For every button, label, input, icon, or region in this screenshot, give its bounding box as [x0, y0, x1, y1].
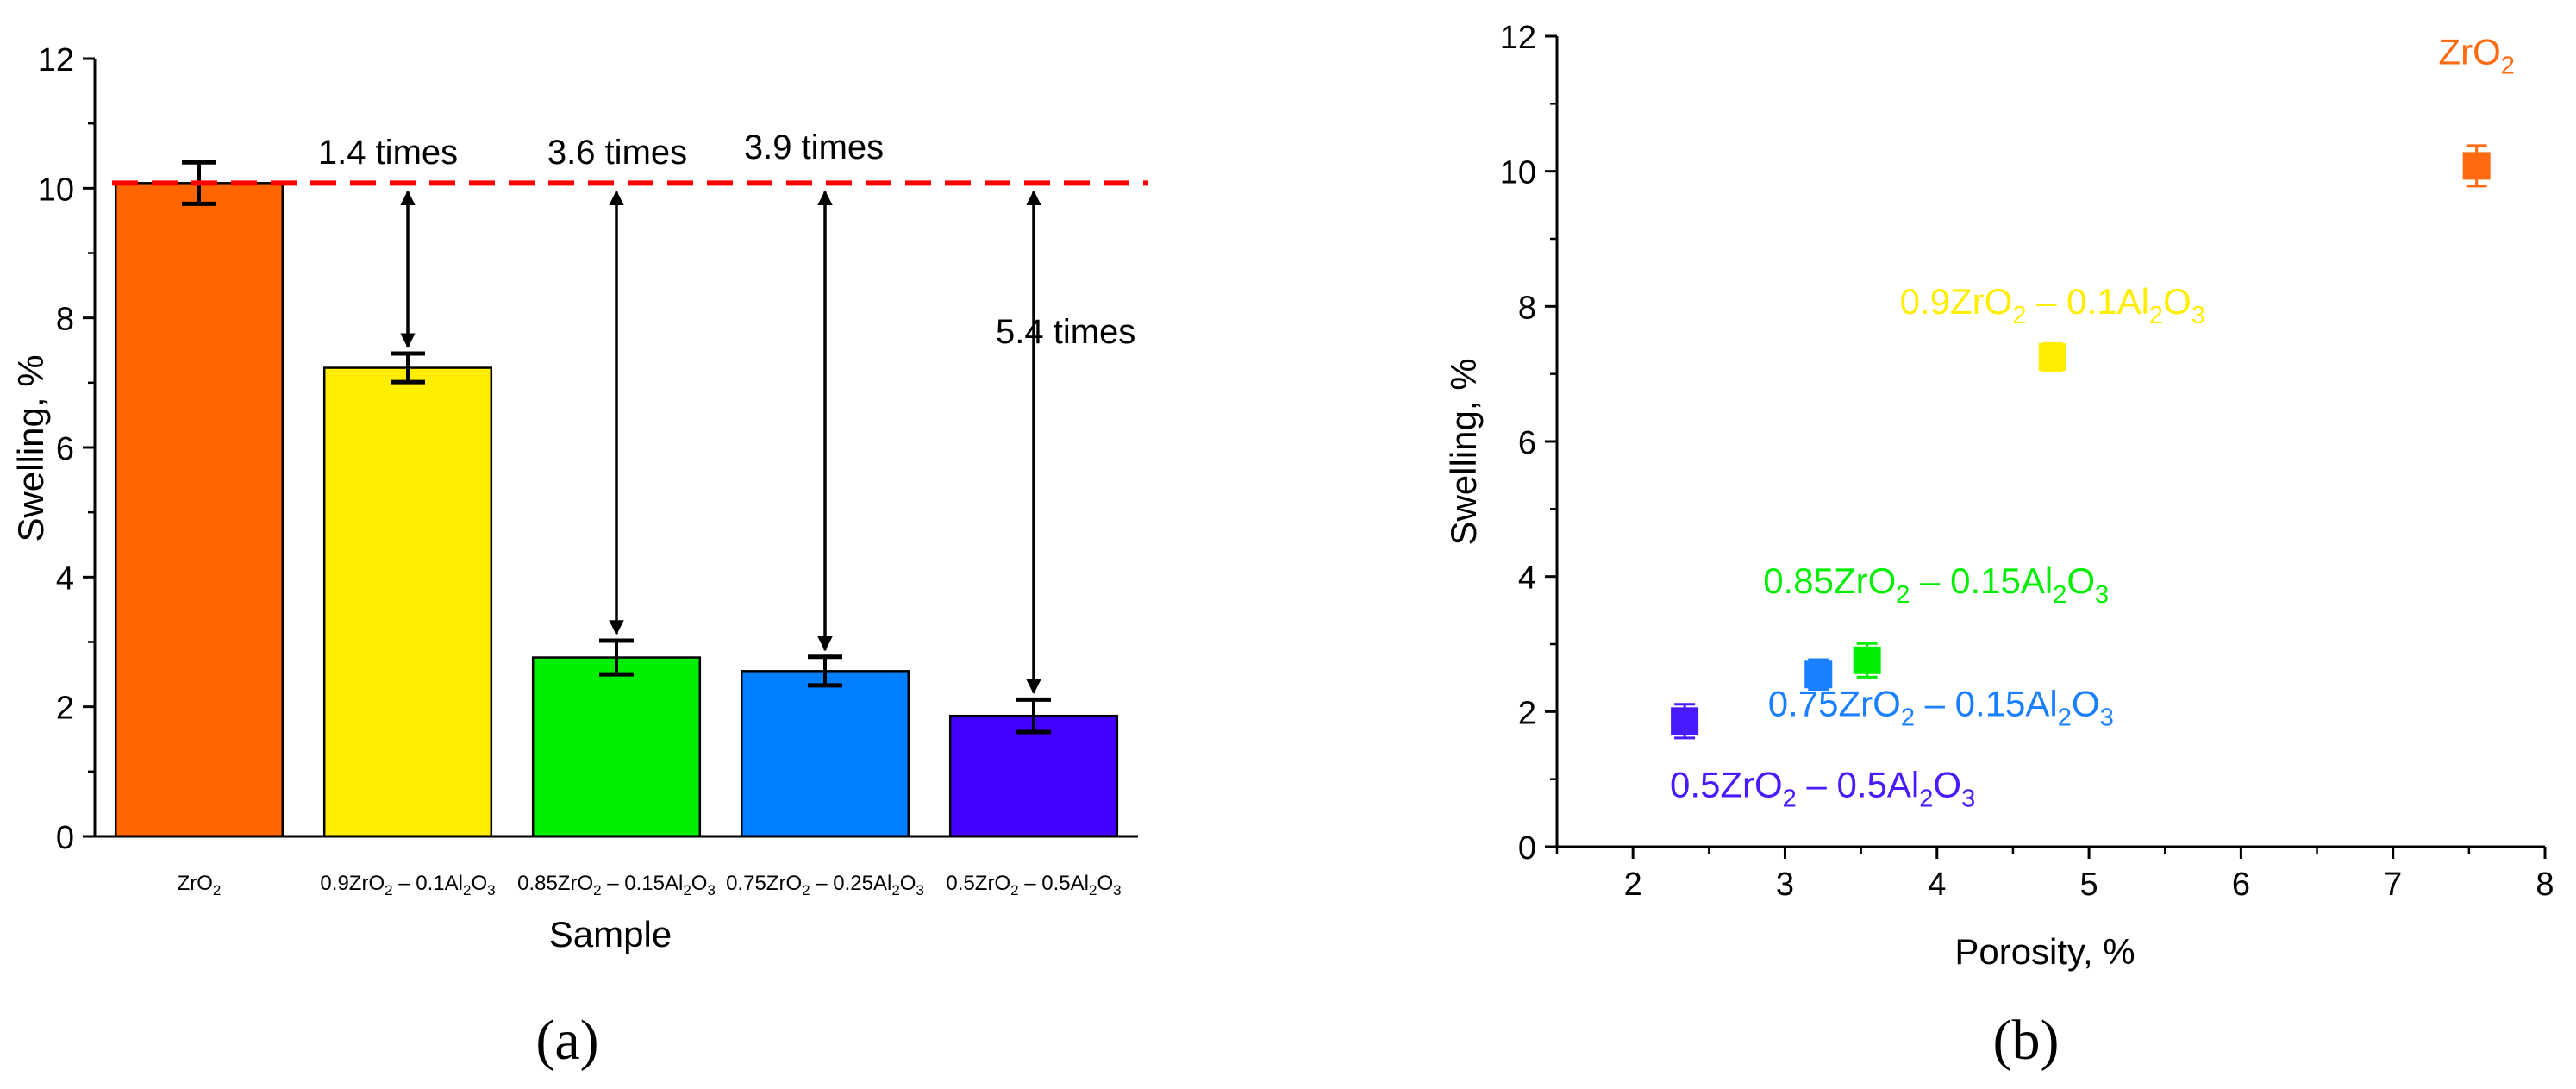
scatter-point-1: [2462, 152, 2491, 180]
scatter-chart-ticks: 0 2 4 6 8 10 12 2 3 4 5 6 7 8: [1500, 20, 2554, 903]
scatter-y-tick-label: 2: [1518, 695, 1536, 731]
panel-label-b: (b): [1993, 1009, 2060, 1072]
bar-y-tick-label: 8: [56, 302, 74, 338]
scatter-point-3: [1853, 646, 1881, 674]
scatter-chart-axes: [1555, 36, 2545, 848]
scatter-x-tick-label: 2: [1624, 867, 1642, 903]
scatter-point-label-3: 0.85ZrO2 – 0.15Al2O3: [1763, 560, 2109, 609]
bar-chart-axes: [93, 59, 1138, 838]
annotation-1-4-times: 1.4 times: [318, 134, 458, 172]
bar-y-tick-label: 2: [56, 691, 74, 727]
bar-y-tick-label: 12: [38, 42, 74, 78]
scatter-point-label-1: ZrO2: [2438, 31, 2514, 79]
bar-y-tick-label: 6: [56, 431, 74, 467]
scatter-x-tick-label: 6: [2232, 867, 2250, 903]
bar-chart-error-bars: [182, 160, 1051, 735]
bar-x-tick-label: ZrO2: [178, 872, 222, 898]
scatter-point-4: [1804, 660, 1833, 689]
bar-chart-y-ticks: 0 2 4 6 8 10 12: [38, 42, 95, 856]
bar-y-tick-label: 4: [56, 560, 74, 597]
scatter-point-label-5: 0.5ZrO2 – 0.5Al2O3: [1670, 764, 1975, 812]
scatter-chart-y-axis-label: Swelling, %: [1443, 358, 1484, 545]
bar-3: [531, 656, 702, 838]
bar-y-tick-label: 0: [56, 820, 74, 856]
bar-y-tick-label: 10: [38, 172, 74, 208]
scatter-point-5: [1671, 707, 1699, 735]
comparison-arrows: [400, 190, 1041, 695]
bar-x-tick-label: 0.5ZrO2 – 0.5Al2O3: [946, 872, 1121, 898]
bar-5: [948, 714, 1119, 838]
bar-1: [114, 182, 284, 838]
scatter-x-tick-label: 7: [2384, 867, 2402, 903]
scatter-y-tick-label: 8: [1518, 290, 1536, 326]
bar-x-tick-label: 0.75ZrO2 – 0.25Al2O3: [726, 872, 924, 898]
bar-2: [322, 366, 493, 838]
scatter-y-tick-label: 0: [1518, 830, 1536, 867]
bar-chart-panel: 0 2 4 6 8 10 12 ZrO2 0.9ZrO2 – 0.1Al2O3 0.85ZrO2…: [10, 42, 1148, 1072]
scatter-y-tick-label: 6: [1518, 425, 1536, 461]
scatter-y-tick-label: 10: [1500, 155, 1536, 191]
scatter-x-tick-label: 8: [2535, 867, 2554, 903]
scatter-x-tick-label: 4: [1928, 867, 1946, 903]
bar-4: [740, 670, 910, 838]
scatter-point-label-4: 0.75ZrO2 – 0.15Al2O3: [1768, 683, 2114, 731]
scatter-point-label-2: 0.9ZrO2 – 0.1Al2O3: [1900, 281, 2205, 329]
scatter-chart-x-axis-label: Porosity, %: [1954, 931, 2135, 972]
bar-chart-x-axis-label: Sample: [549, 914, 672, 954]
panel-label-a: (a): [535, 1009, 598, 1072]
scatter-point-2: [2038, 343, 2066, 372]
scatter-chart-point-labels: ZrO2 0.9ZrO2 – 0.1Al2O3 0.85ZrO2 – 0.15Al2…: [1670, 31, 2515, 812]
annotation-3-6-times: 3.6 times: [547, 134, 687, 172]
bar-chart-y-axis-label: Swelling, %: [10, 354, 51, 541]
bar-x-tick-label: 0.85ZrO2 – 0.15Al2O3: [517, 872, 716, 898]
scatter-x-tick-label: 3: [1776, 867, 1794, 903]
bar-x-tick-label: 0.9ZrO2 – 0.1Al2O3: [320, 872, 495, 898]
bar-chart-x-tick-labels: ZrO2 0.9ZrO2 – 0.1Al2O3 0.85ZrO2 – 0.15Al2…: [178, 872, 1122, 898]
scatter-y-tick-label: 12: [1500, 20, 1536, 56]
scatter-chart-points: [1671, 144, 2491, 740]
annotation-5-4-times: 5.4 times: [996, 313, 1135, 351]
scatter-x-tick-label: 5: [2080, 867, 2098, 903]
annotation-3-9-times: 3.9 times: [744, 128, 884, 166]
scatter-y-tick-label: 4: [1518, 560, 1536, 597]
